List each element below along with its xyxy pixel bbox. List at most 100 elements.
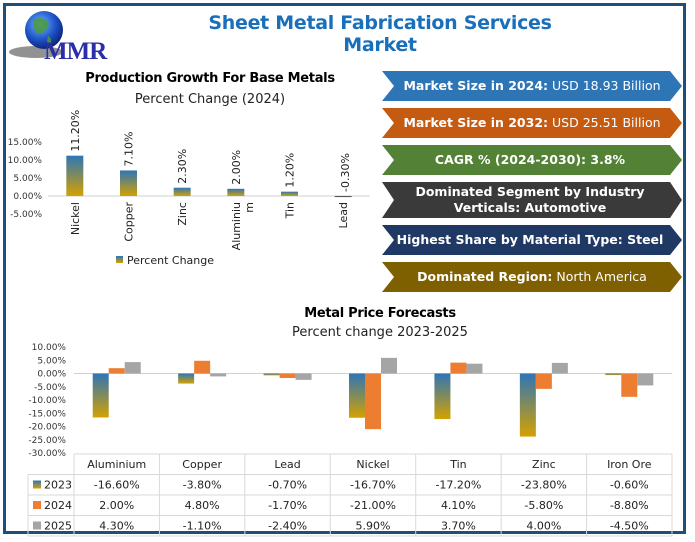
y-tick-label: -5.00% [34, 383, 66, 393]
table-cell: -1.70% [268, 499, 307, 512]
table-cell: 4.30% [99, 520, 134, 533]
table-cell: -1.10% [183, 520, 222, 533]
y-tick-label: 5.00% [37, 356, 66, 366]
table-header-cell: Zinc [532, 458, 556, 471]
table-cell: -0.70% [268, 479, 307, 492]
table-cell: 4.10% [441, 499, 476, 512]
bar-2024-zinc [535, 373, 552, 389]
chart1-subtitle: Percent Change (2024) [134, 92, 286, 107]
bar-2025-lead [295, 373, 312, 380]
logo: MMR [6, 8, 146, 65]
bar-2023-nickel [349, 373, 365, 418]
table-cell: -3.80% [183, 479, 222, 492]
table-cell: 3.70% [441, 520, 476, 533]
bar-2025-tin [466, 363, 483, 374]
banner-value: North America [556, 269, 647, 284]
series-label: 2023 [44, 479, 72, 492]
y-tick-label: -15.00% [28, 409, 66, 419]
banner-label: CAGR % (2024-2030): 3.8% [434, 152, 626, 167]
table-cell: -23.80% [521, 479, 567, 492]
data-label: 2.00% [230, 150, 243, 185]
table-cell: -0.60% [610, 479, 649, 492]
bar-copper [120, 170, 137, 196]
chart1-title: Production Growth For Base Metals [85, 71, 335, 86]
y-tick-label: 0.00% [13, 192, 42, 202]
bar-2025-iron-ore [637, 373, 654, 386]
y-tick-label: -5.00% [10, 210, 42, 220]
table-cell: 2.00% [99, 499, 134, 512]
bar-2023-aluminium [92, 373, 109, 418]
production-growth-chart: 15.00% 10.00% 5.00% 0.00% -5.00% 11.20% Nicke… [8, 110, 370, 267]
data-label: -0.30% [339, 153, 352, 192]
bar-2025-copper [210, 373, 227, 377]
table-header-cell: Nickel [356, 458, 389, 471]
bar-tin [281, 191, 298, 196]
category-label: Copper [123, 202, 136, 242]
chart2-title: Metal Price Forecasts [304, 306, 456, 321]
table-header-cell: Copper [182, 458, 222, 471]
category-label: Tin [284, 202, 297, 219]
table-header-cell: Aluminium [87, 458, 146, 471]
legend-swatch-2024 [33, 501, 41, 509]
table-cell: -17.20% [435, 479, 481, 492]
y-tick-label: 0.00% [37, 370, 66, 380]
y-tick-label: 5.00% [13, 174, 42, 184]
series-label: 2025 [44, 520, 72, 533]
bar-2024-copper [194, 360, 211, 374]
key-stats-banners: Market Size in 2024: USD 18.93 Billion Ma… [382, 71, 682, 299]
table-cell: 5.90% [356, 520, 391, 533]
banner-label: Dominated Region: [417, 269, 553, 284]
table-cell: 4.80% [185, 499, 220, 512]
bar-2023-iron-ore [605, 373, 622, 376]
bar-nickel [66, 155, 84, 196]
banner-label: Highest Share by Material Type: Steel [396, 232, 664, 247]
table-header-cell: Tin [449, 458, 466, 471]
category-label: Lead [337, 202, 350, 228]
logo-text: MMR [44, 38, 107, 65]
legend-label: Percent Change [127, 254, 214, 267]
banner-dominated-segment: Dominated Segment by Industry Verticals:… [382, 182, 682, 218]
table-cell: -21.00% [350, 499, 396, 512]
y-tick-label: -25.00% [28, 436, 66, 446]
banner-cagr: CAGR % (2024-2030): 3.8% [382, 145, 682, 175]
table-cell: 4.00% [526, 520, 561, 533]
y-tick-label: 15.00% [8, 138, 43, 148]
data-label: 11.20% [69, 110, 82, 152]
data-label: 2.30% [176, 149, 189, 184]
y-tick-label: 10.00% [8, 156, 43, 166]
table-cell: -16.60% [94, 479, 140, 492]
page-title: Sheet Metal Fabrication Services Market [208, 12, 552, 56]
table-cell: -5.80% [524, 499, 563, 512]
bar-2024-iron-ore [621, 373, 638, 397]
category-label: Zinc [176, 202, 189, 226]
bar-2025-aluminium [124, 362, 141, 374]
table-cell: -4.50% [610, 520, 649, 533]
table-cell: -8.80% [610, 499, 649, 512]
chart2-subtitle: Percent change 2023-2025 [292, 325, 468, 340]
y-tick-label: -20.00% [28, 423, 66, 433]
bar-aluminium [227, 188, 245, 196]
table-cell: -16.70% [350, 479, 396, 492]
table-header-cell: Iron Ore [607, 458, 652, 471]
category-label: Nickel [69, 202, 82, 235]
bar-zinc [173, 187, 191, 196]
bar-2023-copper [178, 373, 195, 384]
bar-2023-tin [434, 373, 451, 420]
y-tick-label: -30.00% [28, 449, 66, 459]
legend-swatch [116, 256, 123, 263]
banner-market-size-2024: Market Size in 2024: USD 18.93 Billion [382, 71, 682, 101]
banner-market-size-2032: Market Size in 2032: USD 25.51 Billion [382, 108, 682, 138]
y-tick-label: -10.00% [28, 396, 66, 406]
bar-2024-nickel [365, 373, 381, 430]
banner-value: USD 18.93 Billion [552, 78, 661, 93]
bar-2024-aluminium [108, 368, 125, 374]
banner-value: USD 25.51 Billion [552, 115, 661, 130]
bar-2024-tin [450, 362, 467, 374]
banner-dominated-region: Dominated Region: North America [382, 262, 682, 292]
banner-label: Market Size in 2032: [403, 115, 549, 130]
bar-2025-nickel [381, 357, 397, 374]
data-label: 7.10% [123, 131, 136, 166]
category-label: m [243, 202, 256, 213]
series-label: 2024 [44, 499, 72, 512]
legend-swatch-2023 [33, 480, 41, 489]
